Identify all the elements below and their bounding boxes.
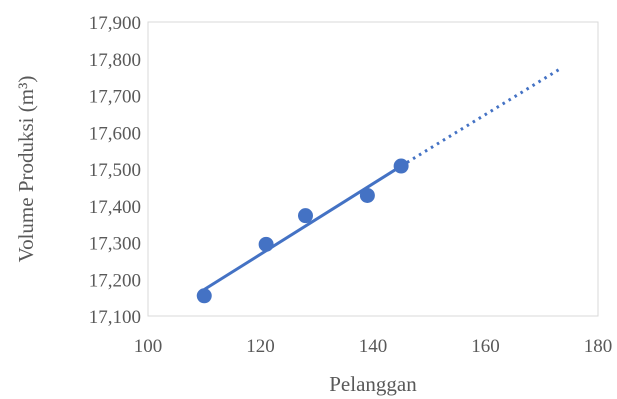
- y-axis-title: Volume Produksi (m³): [14, 76, 38, 263]
- x-tick-label: 180: [584, 336, 613, 357]
- x-tick-labels: 100 120 140 160 180: [134, 336, 613, 357]
- data-point: [359, 187, 375, 203]
- y-tick-label: 17,800: [89, 50, 141, 71]
- data-points: [196, 158, 409, 304]
- y-tick-label: 17,100: [89, 307, 141, 328]
- y-tick-label: 17,600: [89, 123, 141, 144]
- plot-area: [147, 21, 599, 317]
- y-tick-label: 17,900: [89, 13, 141, 34]
- x-axis-title: Pelanggan: [329, 372, 417, 396]
- y-tick-labels: 17,100 17,200 17,300 17,400 17,500 17,600 17,7…: [89, 13, 141, 328]
- x-tick-label: 140: [359, 336, 388, 357]
- data-point: [196, 288, 212, 304]
- y-tick-label: 17,500: [89, 160, 141, 181]
- y-tick-label: 17,400: [89, 197, 141, 218]
- data-point: [298, 208, 313, 224]
- trendline-forecast: [400, 68, 560, 168]
- y-tick-label: 17,200: [89, 270, 141, 291]
- data-point: [393, 158, 409, 174]
- trendline: [203, 68, 560, 291]
- x-tick-label: 160: [471, 336, 500, 357]
- trendline-solid: [203, 164, 402, 291]
- y-tick-label: 17,300: [89, 234, 141, 255]
- x-tick-label: 120: [246, 336, 275, 357]
- x-tick-label: 100: [134, 336, 163, 357]
- y-tick-label: 17,700: [89, 87, 141, 108]
- data-point: [258, 236, 274, 252]
